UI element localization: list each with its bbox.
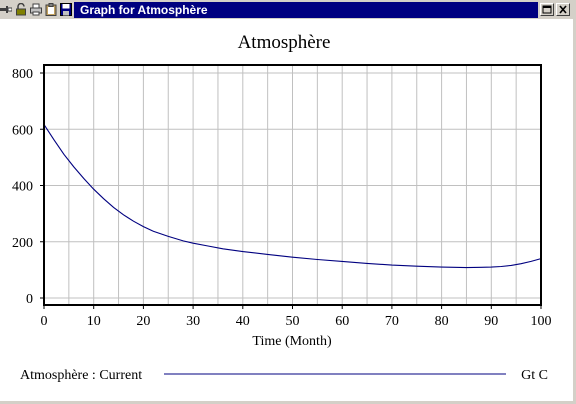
clipboard-icon[interactable] xyxy=(45,3,57,16)
x-tick-label: 50 xyxy=(286,314,300,329)
window-border-right xyxy=(573,19,576,404)
y-tick-label: 600 xyxy=(12,123,33,138)
x-tick-label: 30 xyxy=(186,314,200,329)
title-bar: Graph for Atmosphère xyxy=(0,0,576,19)
series-line-atmosphere xyxy=(43,124,542,269)
restore-button[interactable] xyxy=(540,3,554,16)
close-button[interactable] xyxy=(556,3,570,16)
x-tick-label: 60 xyxy=(335,314,349,329)
x-tick-label: 70 xyxy=(385,314,399,329)
legend: Atmosphère : Current Gt C xyxy=(20,368,548,383)
chart-title: Atmosphère xyxy=(238,32,331,53)
legend-unit: Gt C xyxy=(521,368,548,383)
y-axis-ticks: 0 200 400 600 800 xyxy=(12,67,44,307)
x-tick-label: 80 xyxy=(435,314,449,329)
pin-icon[interactable] xyxy=(0,3,12,16)
x-axis-label: Time (Month) xyxy=(252,334,332,349)
graph-area: Atmosphère 0 200 400 600 800 0 10 20 30 40 50 60 70… xyxy=(12,32,552,383)
x-tick-label: 40 xyxy=(236,314,250,329)
x-tick-label: 10 xyxy=(87,314,101,329)
window-border-bottom xyxy=(0,401,576,404)
x-tick-label: 90 xyxy=(484,314,498,329)
y-tick-label: 800 xyxy=(12,67,33,82)
window-title: Graph for Atmosphère xyxy=(74,2,538,18)
print-icon[interactable] xyxy=(30,3,42,16)
y-tick-label: 0 xyxy=(26,292,33,307)
x-axis-ticks: 0 10 20 30 40 50 60 70 80 90 100 xyxy=(41,305,552,329)
legend-series-name: Atmosphère : Current xyxy=(20,368,142,383)
close-icon xyxy=(559,5,567,14)
y-tick-label: 200 xyxy=(12,236,33,251)
chart-grid xyxy=(43,65,542,305)
save-icon[interactable] xyxy=(60,3,72,16)
x-tick-label: 0 xyxy=(41,314,48,329)
lock-icon[interactable] xyxy=(15,3,27,16)
y-tick-label: 400 xyxy=(12,180,33,195)
window-toolbar xyxy=(0,2,75,17)
restore-icon xyxy=(542,5,552,14)
x-tick-label: 100 xyxy=(531,314,552,329)
x-tick-label: 20 xyxy=(136,314,150,329)
